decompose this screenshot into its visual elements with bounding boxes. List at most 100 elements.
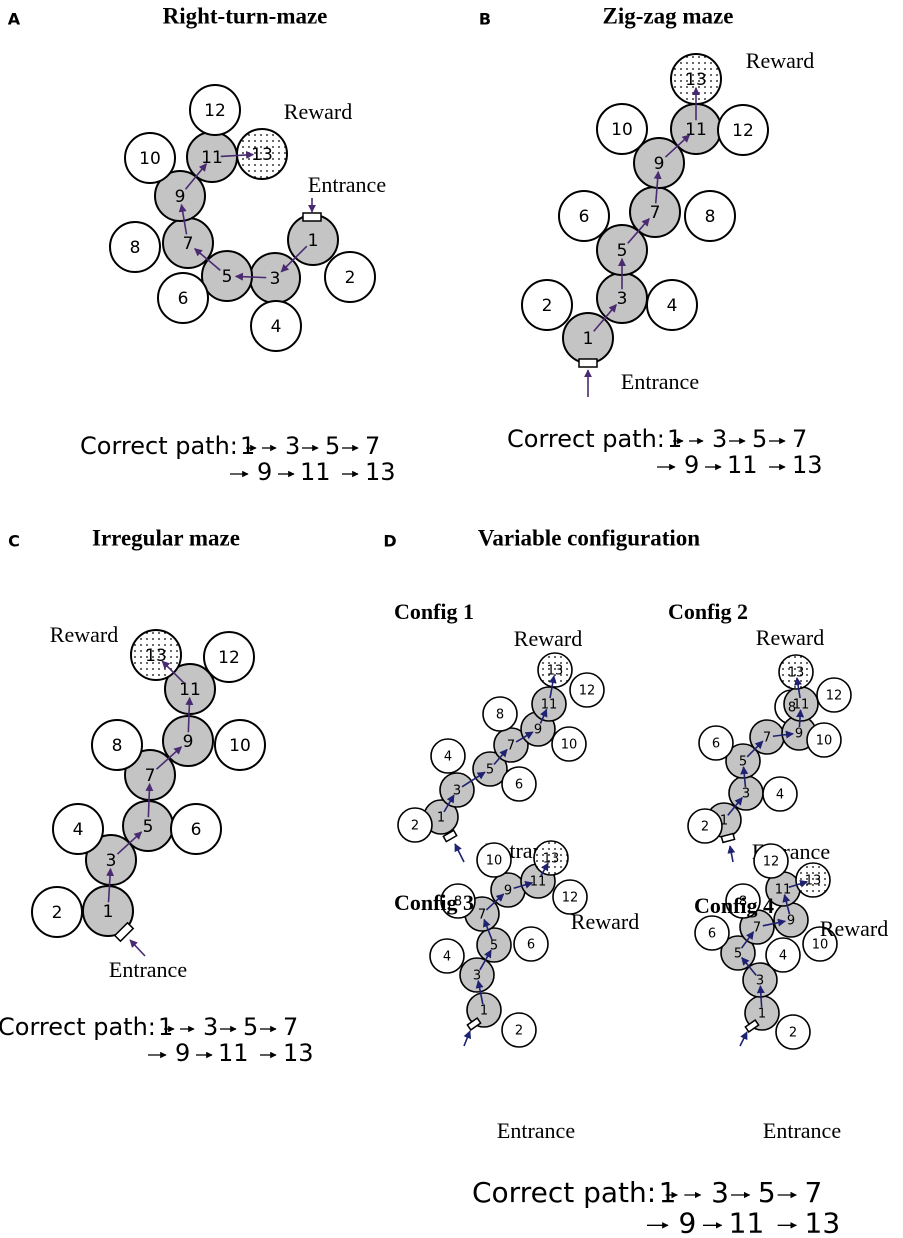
arm-number: 5	[222, 267, 233, 287]
arm	[201, 250, 253, 302]
path-arrow	[746, 740, 764, 758]
arm-number: 10	[561, 738, 578, 753]
arm-number: 12	[732, 121, 754, 141]
arm	[558, 190, 610, 242]
config-title: Config 3	[394, 890, 474, 915]
path-step: 5	[243, 1013, 258, 1041]
arm-number: 6	[515, 778, 523, 793]
arm	[82, 885, 134, 937]
arm-number: 9	[534, 723, 542, 738]
arm-number: 5	[143, 817, 154, 837]
arm-number: 8	[788, 701, 796, 716]
arm	[476, 842, 512, 878]
arm	[429, 938, 465, 974]
arm	[154, 170, 206, 222]
panel-title: Right-turn-maze	[163, 3, 328, 28]
arm	[551, 726, 587, 762]
path-label: Correct path:	[80, 432, 238, 460]
arm-number: 1	[437, 811, 445, 826]
reward-label: Reward	[756, 625, 824, 650]
arm-number: 8	[496, 708, 504, 723]
arm-number: 4	[73, 820, 84, 840]
path-step: 11	[729, 1206, 765, 1238]
arm	[501, 766, 537, 802]
arm-number: 8	[130, 238, 141, 258]
reward-label: Reward	[514, 626, 582, 651]
entrance-door	[466, 1017, 482, 1031]
path-arrow	[653, 170, 662, 204]
path-step: 5	[758, 1176, 776, 1209]
path-arrow	[145, 782, 154, 818]
arm	[765, 937, 801, 973]
path-arrow	[540, 862, 549, 877]
path-arrow	[756, 985, 765, 1008]
arm-number: 7	[183, 234, 194, 254]
arm	[775, 1014, 811, 1050]
path-arrow	[727, 796, 743, 816]
arm-number: 1	[720, 814, 728, 829]
maze	[429, 840, 588, 1048]
path-arrow	[740, 766, 749, 788]
panel-title: Zig-zag maze	[603, 3, 734, 28]
path-step: 7	[792, 425, 807, 453]
entrance-arrow	[129, 939, 146, 957]
arm-number: 11	[775, 883, 792, 898]
arm-number: 2	[701, 820, 709, 835]
arm	[698, 725, 734, 761]
arm-number: 13	[788, 666, 805, 681]
arm-number: 10	[139, 149, 161, 169]
arm	[31, 886, 83, 938]
path-arrow	[515, 731, 534, 743]
entrance-arrow	[739, 1031, 748, 1047]
arm-number: 2	[789, 1026, 797, 1041]
path-step: 7	[283, 1013, 298, 1041]
arm-number: 10	[486, 854, 503, 869]
reward-arm	[537, 652, 573, 688]
arm-number: 10	[812, 938, 829, 953]
reward-label: Reward	[284, 99, 352, 124]
arm-number: 4	[779, 949, 787, 964]
panel-title: Variable configuration	[478, 525, 700, 550]
path-label: Correct path:	[507, 425, 665, 453]
entrance-arrow	[727, 845, 736, 863]
arm-number: 4	[271, 317, 282, 337]
path-arrow	[796, 709, 805, 728]
arm-number: 6	[708, 927, 716, 942]
path-step: 9	[175, 1039, 190, 1067]
arm-number: 8	[705, 207, 716, 227]
path-step: 11	[727, 451, 758, 479]
path-step: 5	[325, 432, 340, 460]
arm-number: 11	[541, 698, 558, 713]
path-arrow	[782, 893, 791, 915]
arm-number: 2	[411, 819, 419, 834]
path-step: 3	[711, 1176, 729, 1209]
arm-number: 3	[742, 787, 750, 802]
arm	[91, 719, 143, 771]
arm	[203, 631, 255, 683]
arm-number: 10	[611, 120, 633, 140]
arm	[109, 221, 161, 273]
maze	[109, 84, 376, 352]
reward-label: Reward	[820, 916, 888, 941]
arm	[397, 807, 433, 843]
arm-number: 6	[191, 820, 202, 840]
arm-number: 8	[739, 895, 747, 910]
entrance-label: Entrance	[621, 369, 699, 394]
arm	[596, 103, 648, 155]
path-arrow	[184, 163, 208, 190]
arm-number: 12	[562, 891, 579, 906]
arm-number: 6	[527, 938, 535, 953]
reward-arm	[795, 862, 831, 898]
arm-number: 2	[515, 1024, 523, 1039]
arm-number: 7	[753, 921, 761, 936]
path-arrow	[548, 675, 557, 699]
path-step: 13	[805, 1206, 841, 1238]
arm-number: 3	[756, 974, 764, 989]
maze	[687, 654, 852, 844]
arm	[816, 677, 852, 713]
arm	[501, 1012, 537, 1048]
arm-number: 6	[178, 289, 189, 309]
arm	[157, 272, 209, 324]
arm-number: 12	[218, 648, 240, 668]
maze	[521, 53, 769, 364]
